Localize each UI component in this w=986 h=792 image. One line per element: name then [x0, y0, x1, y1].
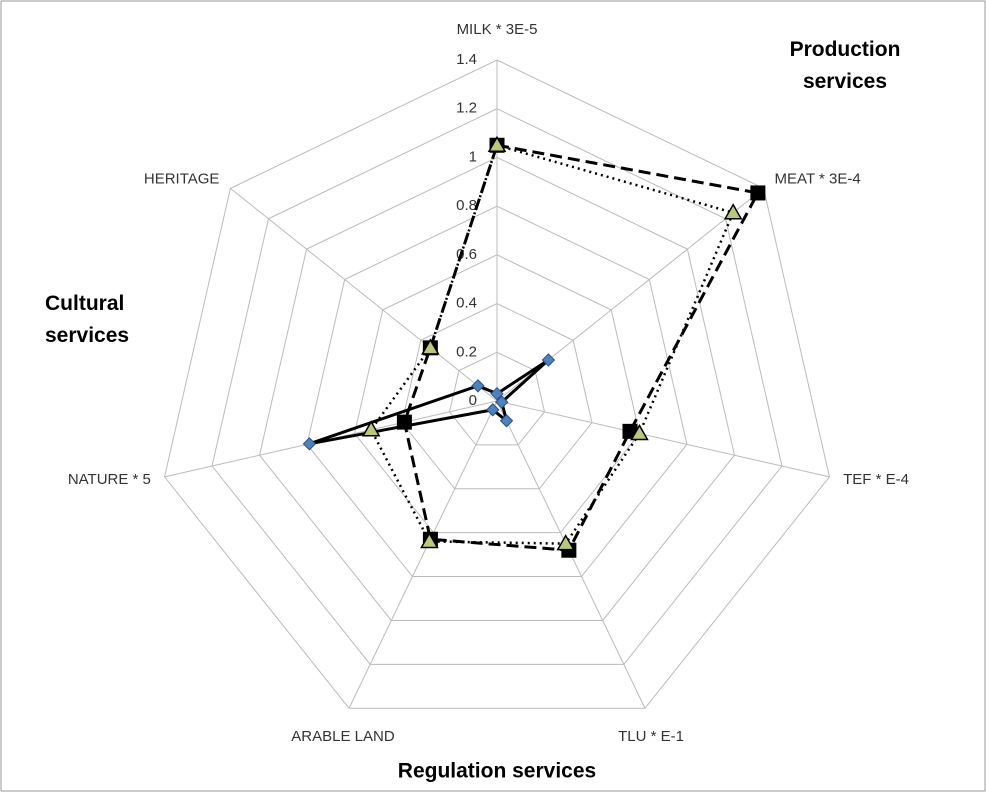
r-tick-label: 0.8 — [456, 197, 477, 214]
grid-line — [353, 254, 641, 534]
marker — [630, 424, 649, 441]
marker — [361, 420, 381, 437]
marker — [420, 531, 439, 549]
marker — [490, 386, 504, 401]
series-line — [402, 143, 761, 552]
grid-line — [211, 108, 783, 665]
marker — [471, 379, 485, 393]
category-label: HERITAGE — [144, 171, 220, 188]
category-label: TLU * E-1 — [618, 728, 684, 745]
marker — [541, 353, 556, 367]
grid-line — [448, 351, 546, 446]
spoke — [496, 400, 830, 478]
r-tick-label: 0 — [469, 392, 477, 409]
annotation: Cultural services — [45, 292, 129, 347]
category-label: ARABLE LAND — [291, 728, 395, 745]
r-tick-label: 0.4 — [456, 295, 477, 312]
grid-line — [306, 205, 688, 578]
series-line — [308, 358, 550, 446]
marker — [556, 534, 575, 551]
annotation: Regulation services — [398, 760, 596, 783]
grid-line — [258, 156, 736, 621]
grid-line — [401, 303, 593, 490]
category-label: MILK * 3E-5 — [457, 21, 538, 38]
category-label: TEF * E-4 — [843, 471, 909, 488]
marker — [750, 185, 766, 201]
r-tick-label: 1.2 — [456, 100, 477, 117]
marker — [486, 403, 500, 417]
r-tick-label: 1.4 — [456, 51, 477, 68]
spoke — [348, 400, 498, 709]
category-label: MEAT * 3E-4 — [775, 171, 861, 188]
r-tick-label: 0.2 — [456, 343, 477, 360]
spoke — [230, 187, 498, 402]
r-tick-label: 1 — [469, 148, 477, 165]
grid-line — [164, 59, 830, 709]
marker — [396, 414, 412, 430]
annotation: Production services — [790, 38, 901, 93]
marker — [723, 203, 743, 220]
marker — [421, 338, 440, 355]
marker — [495, 395, 509, 409]
category-label: NATURE * 5 — [68, 471, 151, 488]
marker — [487, 135, 507, 152]
marker — [302, 437, 317, 451]
marker — [499, 414, 514, 428]
